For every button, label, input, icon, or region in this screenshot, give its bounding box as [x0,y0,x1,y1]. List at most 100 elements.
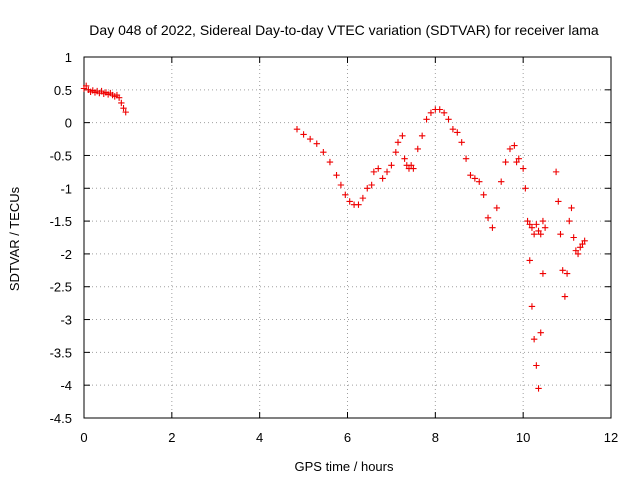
data-point [480,191,487,199]
data-point [346,198,353,205]
data-point [392,148,400,156]
data-point [467,171,474,179]
y-tick-label: -3 [60,313,72,328]
data-point [535,227,542,235]
data-point [557,231,564,238]
data-point [462,155,470,162]
data-point [539,217,547,225]
data-point [502,158,509,166]
data-point [555,198,562,205]
y-tick-label: 0 [65,116,72,131]
data-point [572,247,580,254]
y-axis-label: SDTVAR / TECUs [7,186,22,291]
data-point [342,191,349,199]
data-point [513,158,520,166]
data-point [320,148,327,156]
x-tick-labels: 0 2 4 6 8 10 12 [80,430,618,445]
data-point [355,201,362,208]
data-point [423,116,430,123]
y-tick-label: -3.5 [50,345,72,360]
data-point [333,171,340,179]
data-point [300,131,307,138]
chart-title: Day 048 of 2022, Sidereal Day-to-day VTE… [89,22,599,38]
data-point [570,234,577,241]
data-point [552,168,560,176]
y-tick-label: 0.5 [54,83,72,98]
data-point [526,257,533,264]
data-point [539,270,547,277]
series-segment-4 [552,168,588,300]
data-point [414,145,421,153]
data-point [476,178,483,185]
data-point [537,329,544,336]
data-point [524,217,531,225]
y-tick-label: -4 [60,378,72,393]
data-point [561,293,569,300]
data-point [410,165,417,172]
x-tick-label: 2 [168,430,175,445]
data-point [533,362,540,369]
series-segment-3 [526,257,547,392]
data-point [368,181,375,189]
data-point [445,116,452,123]
data-point [519,165,527,172]
data-point [577,244,584,251]
y-tick-label: -2 [60,247,72,262]
data-point [326,158,334,166]
data-point [375,165,382,172]
series-segment-2 [293,106,549,238]
x-tick-label: 0 [80,430,87,445]
data-points [80,82,588,392]
data-point [563,270,571,277]
data-point [515,155,522,162]
data-point [484,214,492,222]
data-point [364,185,371,192]
x-axis-label: GPS time / hours [295,459,394,474]
data-point [528,303,536,310]
data-point [568,204,575,212]
data-point [388,162,395,169]
data-point [530,336,538,343]
y-tick-label: 1 [65,50,72,65]
data-point [511,142,518,149]
data-point [458,139,465,146]
data-point [401,155,408,162]
data-point [535,385,542,392]
data-point [82,82,90,90]
data-point [313,140,320,147]
data-point [566,217,573,225]
data-point [489,224,496,231]
data-point [122,108,129,116]
data-point [530,231,538,238]
data-point [394,139,402,146]
data-point [537,231,544,238]
x-tick-label: 4 [256,430,263,445]
data-point [359,194,367,202]
data-point [574,250,582,258]
data-point [383,168,391,176]
data-point [118,99,125,107]
data-point [559,267,566,274]
y-tick-label: -4.5 [50,411,72,426]
x-tick-label: 6 [344,430,351,445]
data-point [120,104,127,112]
data-point [498,178,505,185]
data-point [541,224,549,231]
data-point [471,175,479,182]
grid-lines [84,57,611,418]
data-point [337,181,345,189]
data-point [306,135,314,143]
x-tick-label: 8 [432,430,439,445]
data-point [526,221,533,228]
data-point [407,162,415,169]
data-point [506,145,514,153]
data-point [440,109,448,116]
data-point [493,204,501,212]
data-point [370,168,378,176]
data-point [115,94,123,101]
y-tick-labels: 1 0.5 0 -0.5 -1 -1.5 -2 -2.5 -3 -3.5 -4 -4.5 [50,50,72,426]
data-point [399,132,406,139]
data-point [436,106,443,113]
data-point [293,126,301,133]
data-point [449,126,457,133]
